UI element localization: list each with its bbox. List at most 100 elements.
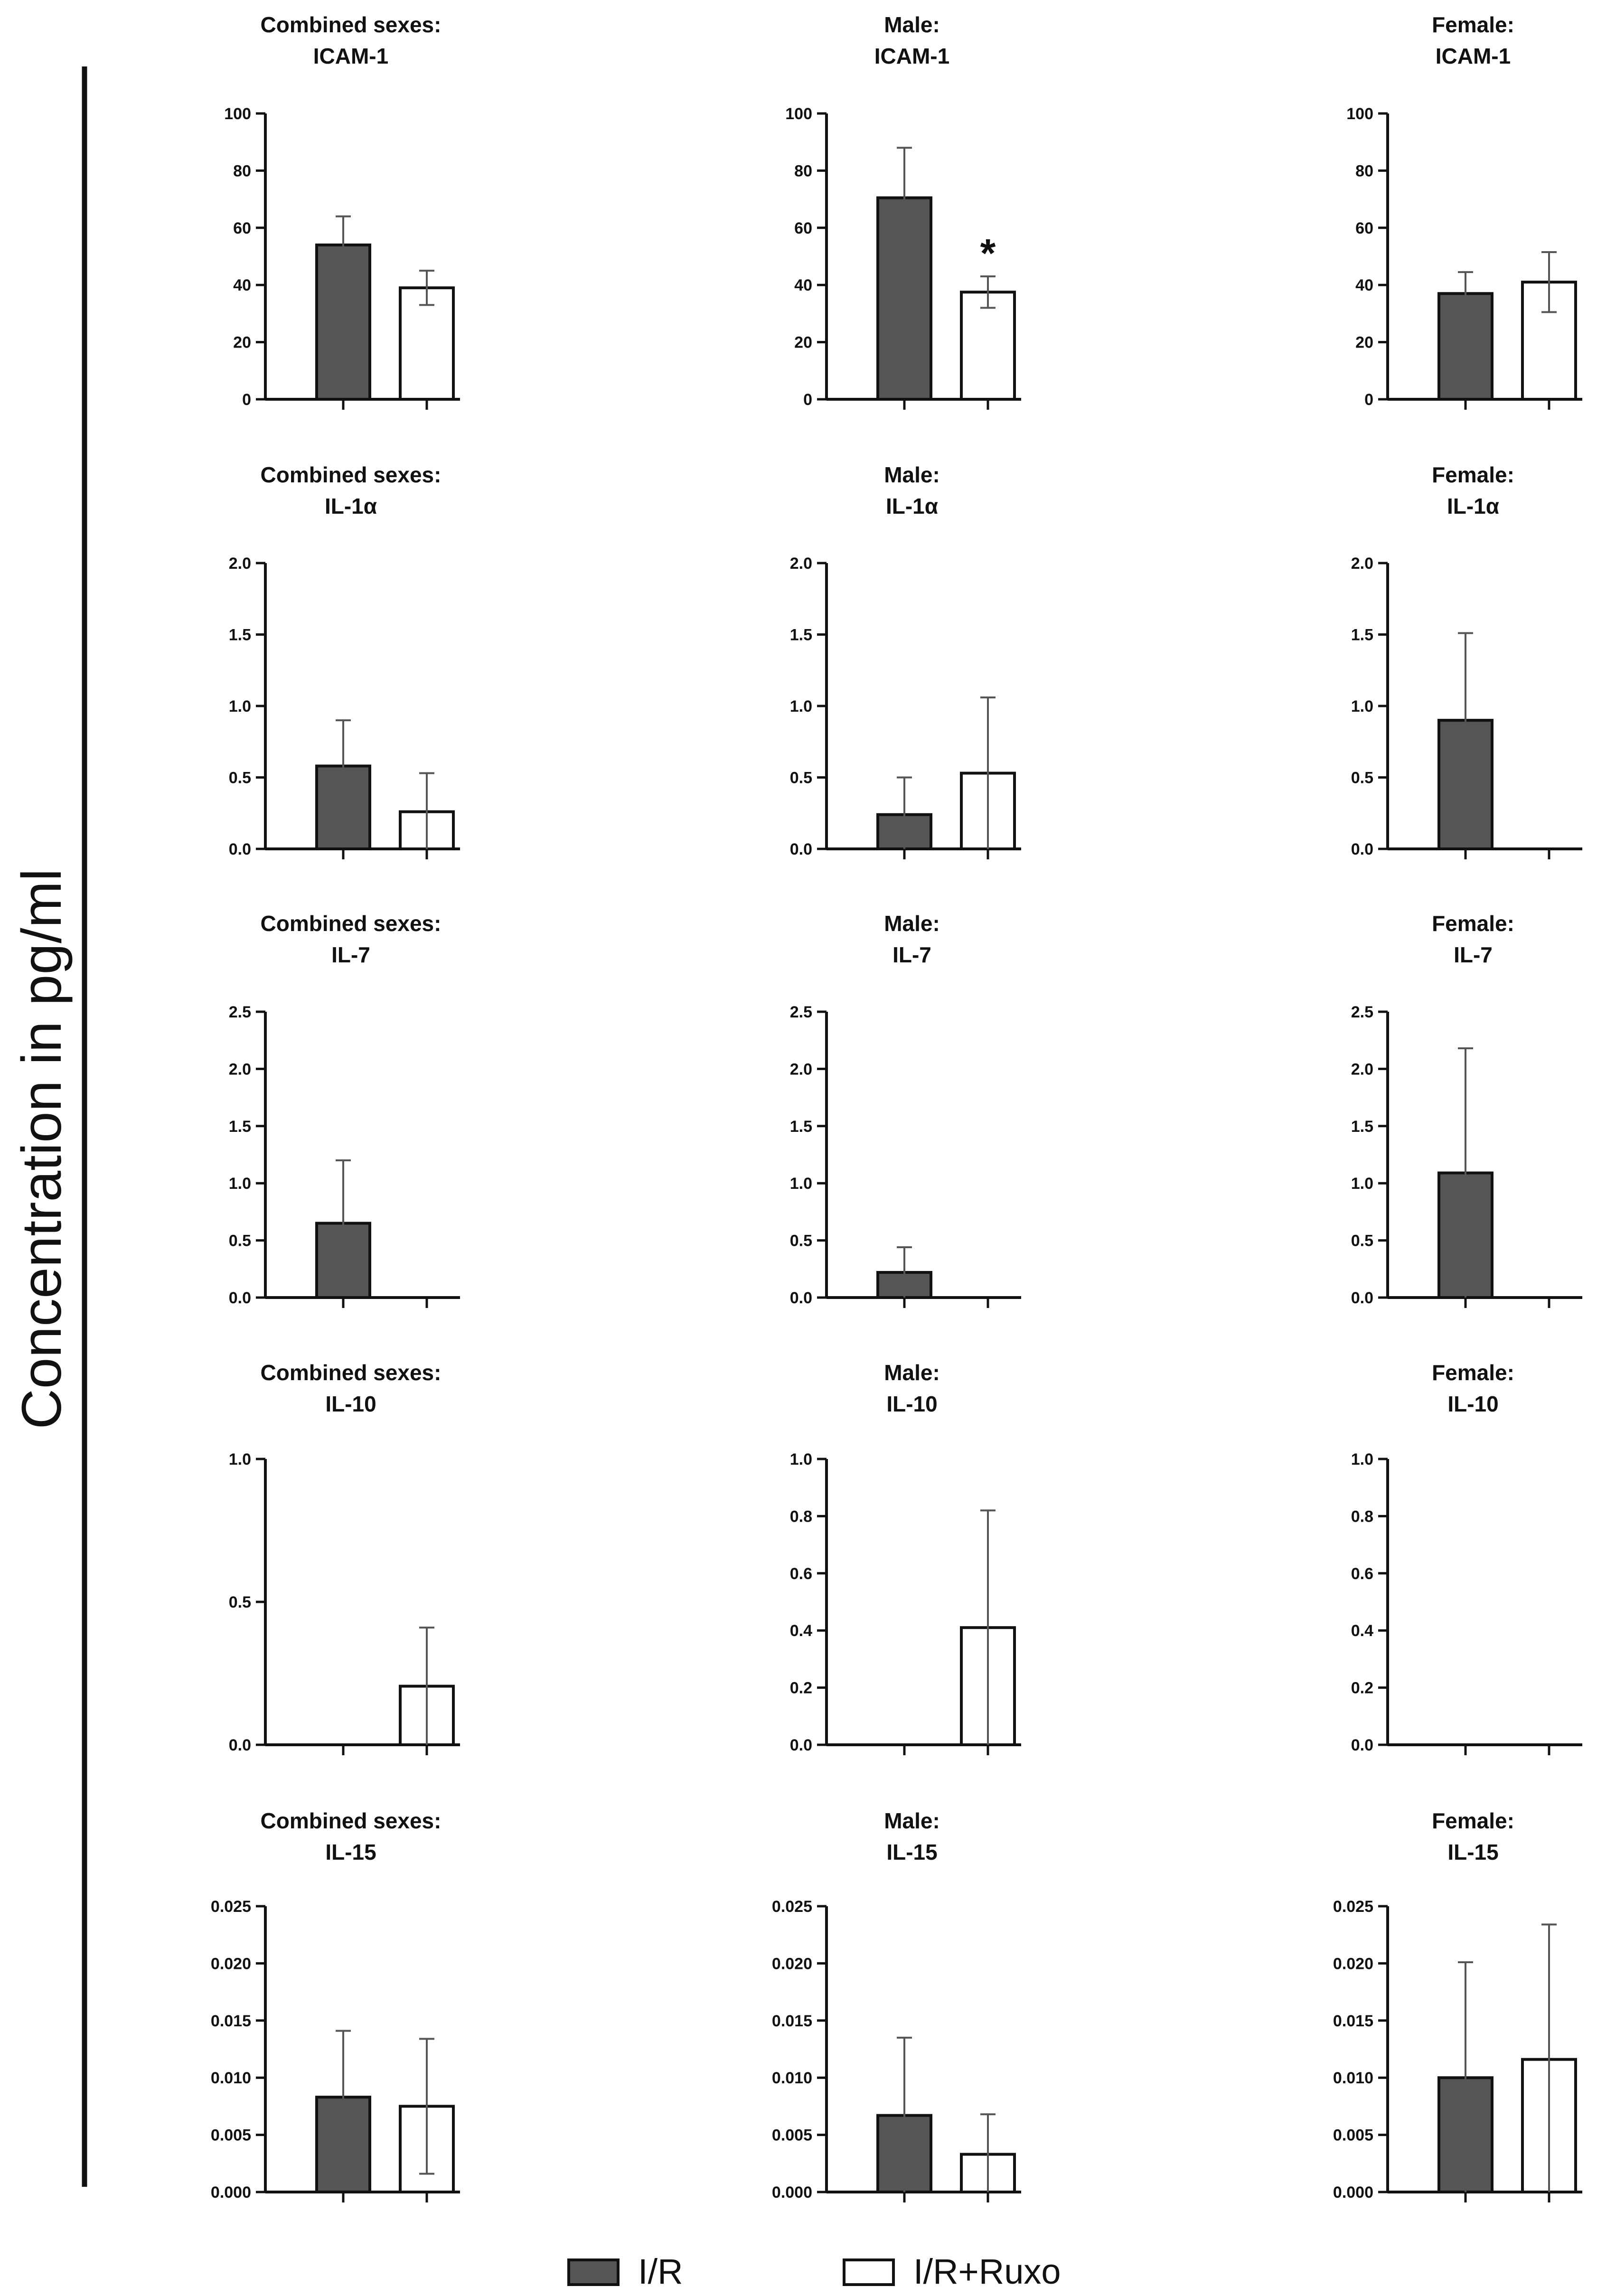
- y-tick-label: 0.025: [1333, 1898, 1373, 1916]
- y-tick-label: 20: [794, 334, 812, 352]
- y-tick-label: 80: [233, 162, 251, 180]
- y-tick-label: 0.015: [1333, 2012, 1373, 2030]
- panel-title-line: IL-1α: [1447, 494, 1499, 518]
- y-tick-label: 60: [794, 219, 812, 237]
- y-tick-label: 60: [1355, 219, 1373, 237]
- panel-female-il-1: Female: IL-1α 0.0 0.5 1.0 1.5 2.0: [1351, 462, 1582, 859]
- y-tick-label: 0.6: [1351, 1565, 1373, 1583]
- y-tick-label: 0.020: [211, 1955, 251, 1973]
- y-tick-label: 1.0: [229, 697, 251, 715]
- y-tick-label: 2.5: [1351, 1003, 1373, 1021]
- panel-male-il-15: Male: IL-15 0.000 0.005 0.010 0.015 0.020 0.025: [772, 1808, 1021, 2202]
- legend: I/R I/R+Ruxo: [567, 2252, 1061, 2291]
- y-axis-label: Concentration in pg/ml: [10, 869, 73, 1430]
- bar-i-r-ruxo: [399, 286, 455, 401]
- panel-title-line: Combined sexes:: [261, 12, 442, 37]
- panel-title-line: IL-1α: [325, 494, 377, 518]
- panel-title-line: IL-7: [331, 942, 370, 967]
- y-tick-label: 2.0: [229, 1060, 251, 1078]
- y-tick-label: 0.5: [790, 769, 812, 787]
- panel-title-line: ICAM-1: [874, 44, 949, 68]
- y-tick-label: 0.5: [229, 1593, 251, 1611]
- panels: Combined sexes: ICAM-1 0 20 40 60 80 100 Male: IC…: [211, 12, 1582, 2202]
- y-tick-label: 0.5: [790, 1232, 812, 1250]
- y-tick-label: 40: [794, 276, 812, 294]
- y-tick-label: 1.5: [790, 1118, 812, 1136]
- y-tick-label: 60: [233, 219, 251, 237]
- y-tick-label: 1.5: [229, 626, 251, 644]
- y-tick-label: 1.5: [1351, 1118, 1373, 1136]
- y-tick-label: 0.0: [790, 1736, 812, 1754]
- y-tick-label: 0.8: [790, 1507, 812, 1525]
- panel-title-line: IL-10: [1447, 1392, 1498, 1416]
- y-tick-label: 0.0: [229, 840, 251, 858]
- legend-label-ir-ruxo: I/R+Ruxo: [913, 2252, 1061, 2291]
- y-tick-label: 2.5: [790, 1003, 812, 1021]
- y-tick-label: 0.2: [790, 1679, 812, 1697]
- panel-title-line: ICAM-1: [1436, 44, 1511, 68]
- y-tick-label: 20: [233, 334, 251, 352]
- y-tick-label: 1.0: [790, 1175, 812, 1193]
- panel-title-line: Male:: [884, 911, 940, 936]
- panel-title-line: Male:: [884, 1808, 940, 1833]
- panel-combined-sexes-il-7: Combined sexes: IL-7 0.0 0.5 1.0 1.5 2.0 2.5: [229, 911, 460, 1308]
- y-tick-label: 0: [242, 391, 251, 409]
- legend-swatch-ir: [567, 2258, 620, 2286]
- y-tick-label: 0.020: [1333, 1955, 1373, 1973]
- y-tick-label: 80: [794, 162, 812, 180]
- y-tick-label: 1.0: [1351, 697, 1373, 715]
- panel-title-line: Male:: [884, 12, 940, 37]
- panel-title-line: Male:: [884, 462, 940, 487]
- panel-title-line: Combined sexes:: [261, 1808, 442, 1833]
- panel-combined-sexes-icam-1: Combined sexes: ICAM-1 0 20 40 60 80 100: [224, 12, 460, 410]
- panel-male-il-7: Male: IL-7 0.0 0.5 1.0 1.5 2.0 2.5: [790, 911, 1021, 1308]
- panel-title-line: Male:: [884, 1360, 940, 1385]
- y-tick-label: 0.5: [1351, 1232, 1373, 1250]
- y-tick-label: 0.0: [1351, 840, 1373, 858]
- y-tick-label: 0.8: [1351, 1507, 1373, 1525]
- y-tick-label: 0.5: [1351, 769, 1373, 787]
- panel-title-line: IL-7: [892, 942, 931, 967]
- y-tick-label: 1.0: [790, 1450, 812, 1468]
- y-tick-label: 0.005: [1333, 2127, 1373, 2145]
- y-tick-label: 0.6: [790, 1565, 812, 1583]
- y-tick-label: 0.000: [1333, 2183, 1373, 2202]
- panel-title-line: Combined sexes:: [261, 462, 442, 487]
- y-tick-label: 100: [224, 105, 251, 123]
- panel-combined-sexes-il-10: Combined sexes: IL-10 0.0 0.5 1.0: [229, 1360, 460, 1755]
- y-tick-label: 1.5: [229, 1118, 251, 1136]
- y-tick-label: 0.025: [211, 1898, 251, 1916]
- y-tick-label: 0.010: [211, 2069, 251, 2087]
- panel-female-il-7: Female: IL-7 0.0 0.5 1.0 1.5 2.0 2.5: [1351, 911, 1582, 1308]
- y-tick-label: 0.0: [229, 1289, 251, 1307]
- y-tick-label: 0.015: [772, 2012, 812, 2030]
- y-tick-label: 0.0: [229, 1736, 251, 1754]
- panel-title-line: IL-15: [325, 1840, 376, 1864]
- y-tick-label: 1.0: [229, 1175, 251, 1193]
- panel-title-line: IL-10: [325, 1392, 376, 1416]
- y-tick-label: 0.025: [772, 1898, 812, 1916]
- y-tick-label: 2.0: [790, 1060, 812, 1078]
- y-tick-label: 100: [1346, 105, 1373, 123]
- y-tick-label: 1.0: [229, 1450, 251, 1468]
- panel-title-line: IL-15: [1447, 1840, 1498, 1864]
- y-tick-label: 40: [1355, 276, 1373, 294]
- y-tick-label: 0.4: [1351, 1622, 1373, 1640]
- panel-title-line: Female:: [1432, 462, 1514, 487]
- y-tick-label: 0.010: [772, 2069, 812, 2087]
- panel-title-line: Female:: [1432, 1360, 1514, 1385]
- y-tick-label: 0.4: [790, 1622, 812, 1640]
- y-tick-label: 0.000: [211, 2183, 251, 2202]
- y-tick-label: 0.0: [1351, 1736, 1373, 1754]
- y-tick-label: 1.0: [1351, 1175, 1373, 1193]
- panel-title-line: Female:: [1432, 1808, 1514, 1833]
- panel-title-line: Female:: [1432, 911, 1514, 936]
- y-tick-label: 0.005: [211, 2127, 251, 2145]
- panel-male-il-1: Male: IL-1α 0.0 0.5 1.0 1.5 2.0: [790, 462, 1021, 859]
- panel-title-line: ICAM-1: [313, 44, 388, 68]
- panel-female-il-10: Female: IL-10 0.0 0.2 0.4 0.6 0.8 1.0: [1351, 1360, 1582, 1755]
- panel-female-il-15: Female: IL-15 0.000 0.005 0.010 0.015 0.020 0.0…: [1333, 1808, 1582, 2202]
- panel-title-line: IL-10: [886, 1392, 937, 1416]
- panel-male-icam-1: Male: ICAM-1 0 20 40 60 80 100 *: [785, 12, 1021, 410]
